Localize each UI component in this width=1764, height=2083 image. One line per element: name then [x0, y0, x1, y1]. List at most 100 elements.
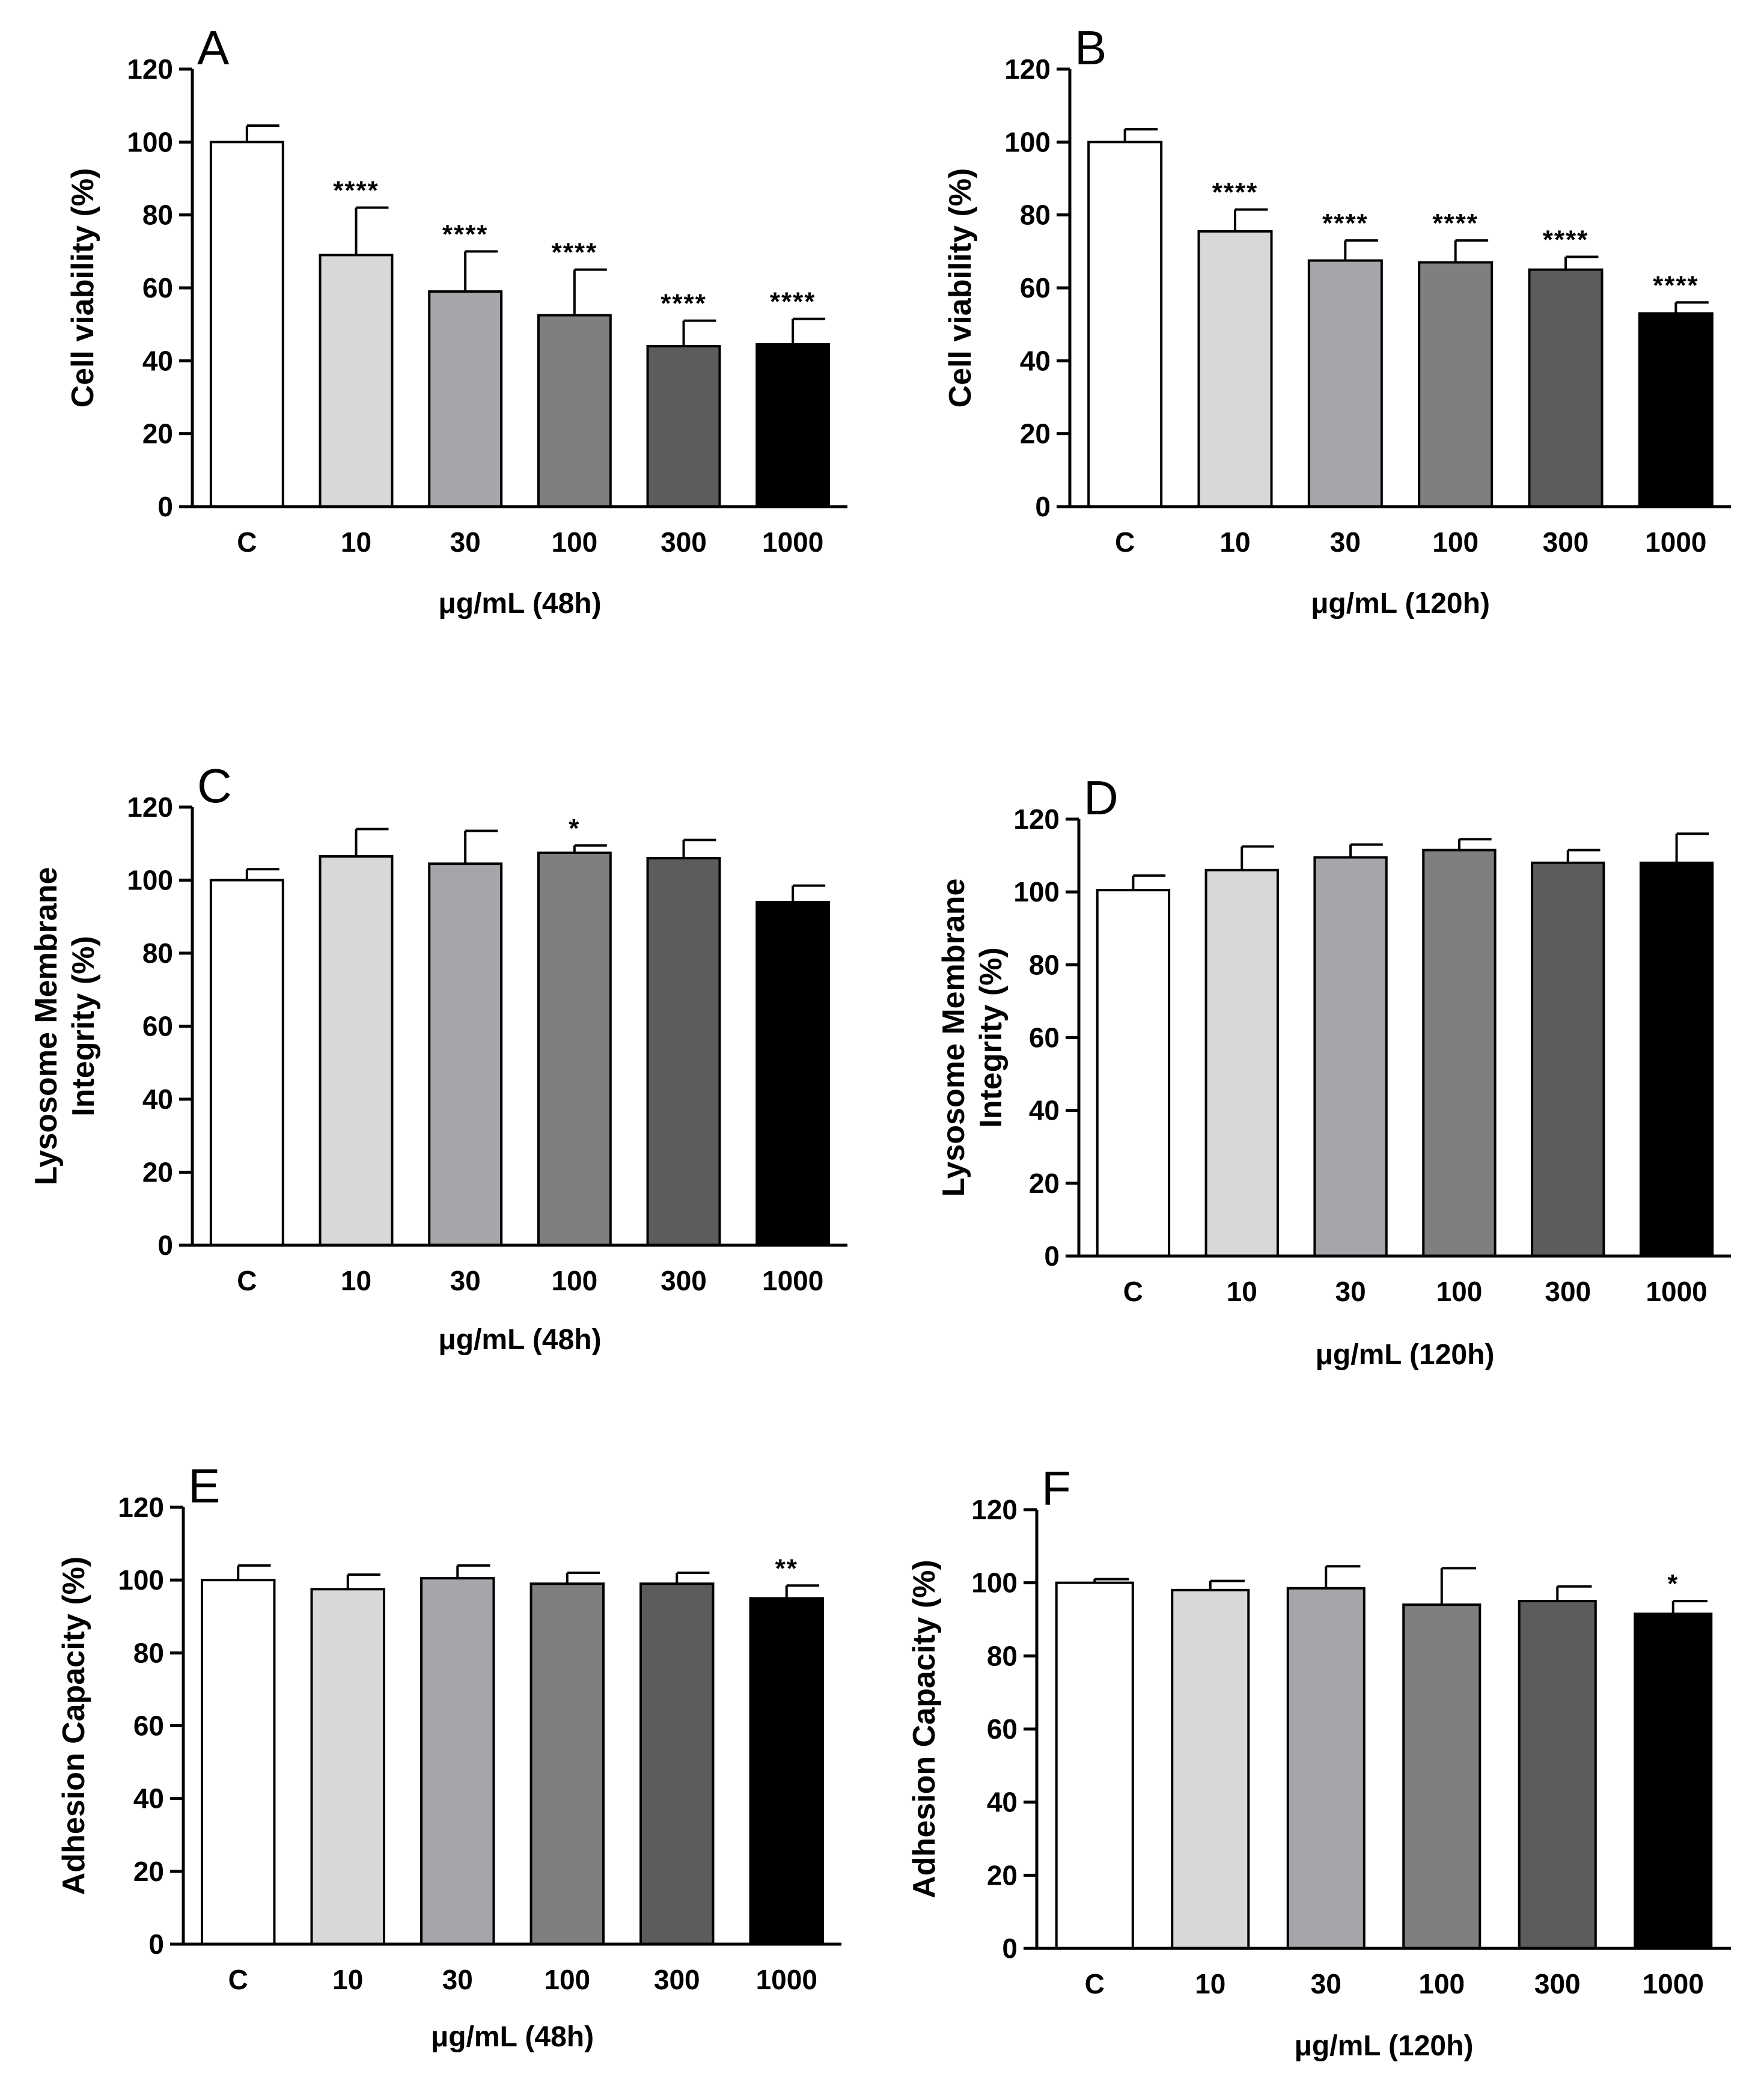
bar-30 [1286, 1587, 1366, 1950]
bar-1000 [755, 343, 831, 508]
y-tick-label: 40 [1020, 345, 1051, 376]
x-tick-label: C [1123, 1276, 1143, 1307]
y-axis-label: Cell viability (%) [66, 168, 100, 408]
bar-100 [1422, 849, 1497, 1257]
x-tick-label: 300 [661, 1265, 707, 1296]
bar-300 [646, 857, 721, 1247]
y-tick-label: 20 [1029, 1168, 1060, 1199]
bar-300 [1528, 268, 1604, 508]
bar-30 [1313, 856, 1388, 1258]
bar-100 [530, 1582, 605, 1946]
x-tick-label: 1000 [762, 526, 823, 558]
y-tick-label: 100 [127, 865, 173, 896]
y-tick-label: 40 [987, 1787, 1018, 1818]
bar-C [1055, 1581, 1134, 1950]
bar-1000 [749, 1597, 824, 1945]
significance-marker: **** [552, 238, 598, 267]
y-tick-label: 60 [1020, 272, 1051, 303]
y-tick-label: 20 [142, 1157, 173, 1188]
bar-10 [319, 254, 394, 508]
bar-100 [537, 314, 612, 508]
x-tick-label: 10 [1195, 1968, 1225, 1999]
bar-100 [1418, 261, 1494, 508]
x-tick-label: 300 [1545, 1276, 1591, 1307]
x-tick-label: 100 [1436, 1276, 1483, 1307]
x-tick-label: 300 [654, 1964, 700, 1995]
bar-10 [1204, 868, 1279, 1257]
y-tick-label: 120 [971, 1494, 1018, 1525]
y-tick-label: 0 [1035, 491, 1051, 522]
y-tick-label: 100 [1013, 876, 1060, 907]
x-tick-label: 1000 [1643, 1968, 1704, 1999]
y-tick-label: 100 [1004, 126, 1051, 157]
significance-marker: **** [1432, 209, 1479, 238]
x-tick-label: 10 [332, 1964, 363, 1995]
x-tick-label: 1000 [1645, 526, 1706, 558]
x-tick-label: 10 [1227, 1276, 1257, 1307]
y-tick-label: 120 [127, 53, 173, 85]
y-tick-label: 120 [1013, 804, 1060, 835]
y-tick-label: 80 [142, 200, 173, 231]
y-tick-label: 100 [127, 126, 173, 157]
x-tick-label: 1000 [756, 1964, 817, 1995]
y-tick-label: 40 [133, 1783, 164, 1814]
bar-30 [420, 1577, 495, 1945]
x-tick-label: 30 [442, 1964, 473, 1995]
y-tick-label: 60 [142, 1011, 173, 1042]
x-tick-label: 100 [1432, 526, 1479, 558]
y-axis-label: Cell viability (%) [943, 168, 978, 408]
y-axis-label: Lysosome Membrane [29, 867, 64, 1186]
significance-marker: **** [1653, 270, 1699, 300]
x-tick-label: 100 [544, 1964, 590, 1995]
chart-panel-b: B C **** 10 **** 30 **** 100 **** 300 **** 1000 0 20 4… [943, 21, 1731, 620]
panel-label: C [197, 759, 232, 813]
panel-label: F [1042, 1462, 1071, 1515]
y-tick-label: 100 [118, 1564, 164, 1596]
y-axis-label: Integrity (%) [974, 947, 1009, 1127]
y-tick-label: 0 [148, 1929, 164, 1960]
y-tick-label: 60 [987, 1713, 1018, 1745]
panel-label: A [197, 21, 230, 75]
y-axis-label: Integrity (%) [66, 936, 101, 1116]
bar-30 [1307, 259, 1383, 508]
y-tick-label: 80 [1020, 200, 1051, 231]
y-tick-label: 20 [987, 1859, 1018, 1891]
y-tick-label: 80 [133, 1637, 164, 1668]
x-tick-label: C [237, 1265, 257, 1296]
significance-marker: **** [442, 219, 489, 249]
x-tick-label: 100 [1418, 1968, 1465, 1999]
x-tick-label: 1000 [1646, 1276, 1707, 1307]
significance-marker: * [569, 814, 580, 843]
chart-panel-d: D C 10 30 100 300 1000 0 20 40 60 80 100 120 μg/mL (12… [936, 771, 1731, 1371]
panel-label: B [1075, 21, 1106, 75]
x-tick-label: 100 [551, 1265, 597, 1296]
panel-label: E [188, 1459, 220, 1513]
x-axis-label: μg/mL (48h) [431, 2021, 594, 2053]
significance-marker: **** [333, 176, 379, 206]
y-tick-label: 40 [142, 1084, 173, 1115]
y-axis-label: Lysosome Membrane [936, 879, 971, 1197]
y-tick-label: 20 [1020, 418, 1051, 450]
y-tick-label: 120 [118, 1492, 164, 1523]
x-tick-label: 30 [450, 1265, 481, 1296]
x-tick-label: 30 [1335, 1276, 1366, 1307]
y-tick-label: 80 [1029, 949, 1060, 980]
panel-label: D [1084, 771, 1119, 825]
x-tick-label: C [228, 1964, 248, 1995]
y-tick-label: 0 [157, 491, 173, 522]
chart-panel-c: C C 10 30 * 100 300 1000 0 20 40 60 80 100 120 μg/mL (4… [29, 759, 847, 1356]
significance-marker: **** [770, 287, 816, 317]
bar-1000 [1638, 312, 1714, 508]
x-tick-label: 10 [1219, 526, 1250, 558]
significance-marker: **** [1212, 178, 1259, 207]
x-tick-label: 300 [1543, 526, 1589, 558]
bar-100 [537, 851, 612, 1246]
y-tick-label: 80 [142, 938, 173, 969]
bar-C [209, 141, 284, 508]
y-tick-label: 0 [1044, 1240, 1060, 1272]
chart-panel-e: E C 10 30 100 300 ** 1000 0 20 40 60 80 100 120 μg/mL (… [56, 1459, 841, 2053]
x-axis-label: μg/mL (120h) [1316, 1339, 1495, 1371]
bar-300 [1518, 1600, 1597, 1950]
